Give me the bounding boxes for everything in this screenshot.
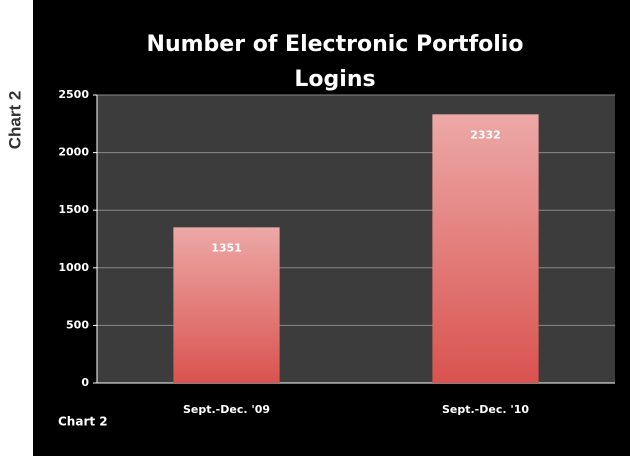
data-label: 2332: [470, 128, 501, 141]
data-label: 1351: [211, 241, 242, 254]
bar-sheen: [173, 227, 280, 383]
chart-title: Logins: [294, 67, 375, 92]
y-tick-label: 2500: [58, 88, 89, 101]
bar-sheen: [432, 114, 539, 383]
y-tick-label: 500: [66, 318, 89, 331]
y-tick-label: 1000: [58, 261, 89, 274]
y-tick-label: 0: [81, 376, 89, 389]
x-tick-label: Sept.-Dec. '10: [442, 403, 529, 416]
y-tick-label: 2000: [58, 146, 89, 159]
chart-title: Number of Electronic Portfolio: [147, 32, 524, 57]
annotation: Chart 2: [58, 415, 108, 429]
x-tick-label: Sept.-Dec. '09: [183, 403, 270, 416]
y-tick-label: 1500: [58, 203, 89, 216]
side-label: Chart 2: [5, 91, 24, 150]
